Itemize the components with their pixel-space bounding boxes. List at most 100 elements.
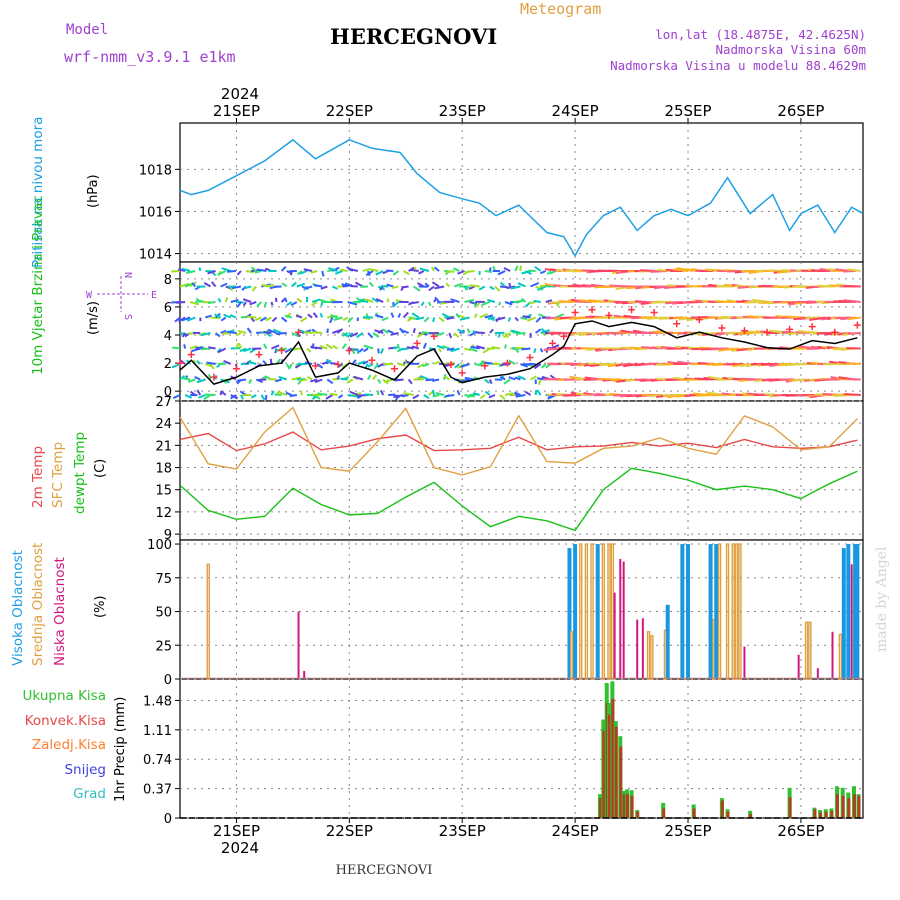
wind-arrow bbox=[372, 374, 378, 381]
wind-arrow bbox=[306, 375, 313, 381]
wind-arrow bbox=[491, 346, 501, 350]
cloud-tick-label: 100 bbox=[147, 538, 172, 553]
wind-arrow bbox=[535, 316, 542, 323]
wind-arrow bbox=[274, 297, 278, 303]
wind-arrow bbox=[365, 270, 374, 276]
bottom-day-label: 25SEP bbox=[664, 822, 711, 840]
cloud-tick-label: 50 bbox=[155, 606, 172, 621]
wind-arrow bbox=[515, 394, 526, 398]
wind-arrow bbox=[362, 268, 371, 272]
wind-arrow bbox=[320, 285, 328, 290]
wind-arrow bbox=[381, 316, 389, 322]
model-altitude-label: Nadmorska Visina u modelu 88.4629m bbox=[610, 58, 866, 73]
wind-arrow bbox=[533, 363, 542, 370]
wind-gust-marker bbox=[588, 306, 596, 314]
precip-conv-bar bbox=[622, 794, 626, 818]
wind-arrow bbox=[312, 312, 318, 319]
model-name: wrf-nmm_v3.9.1 e1km bbox=[64, 48, 236, 66]
wind-arrow bbox=[340, 377, 348, 381]
wind-arrow bbox=[535, 328, 542, 334]
wind-arrow bbox=[371, 297, 379, 303]
model-label: Model bbox=[66, 22, 108, 38]
wind-arrow bbox=[466, 328, 471, 334]
precip-conv-bar bbox=[841, 795, 845, 818]
wind-arrow bbox=[210, 281, 217, 288]
wind-arrow bbox=[307, 313, 313, 319]
wind-arrow bbox=[291, 376, 302, 381]
wind-arrow bbox=[445, 270, 455, 274]
wind-gust-marker bbox=[740, 327, 748, 335]
sfc-temp-line bbox=[179, 406, 858, 476]
cloud-bar-mid bbox=[731, 543, 735, 680]
wind-arrow bbox=[246, 315, 257, 319]
wind-arrow bbox=[536, 389, 542, 396]
wind-arrow bbox=[453, 283, 462, 288]
wind-arrow bbox=[418, 270, 425, 275]
wind-arrow bbox=[454, 363, 461, 369]
wind-gust-marker bbox=[526, 353, 534, 361]
wind-arrow bbox=[347, 394, 358, 398]
wind-arrow bbox=[533, 299, 541, 303]
wind-arrow bbox=[398, 363, 406, 367]
precip-conv-bar bbox=[720, 800, 724, 818]
wind-arrow bbox=[409, 301, 419, 305]
wind-arrow bbox=[236, 270, 242, 276]
wind-arrow bbox=[189, 390, 196, 396]
precip-conv-bar bbox=[830, 810, 834, 818]
wind-arrow bbox=[367, 374, 372, 380]
top-year-label: 2024 bbox=[221, 85, 259, 103]
wind-arrow bbox=[847, 268, 861, 272]
wind-arrow bbox=[317, 392, 328, 396]
wind-arrow bbox=[291, 332, 300, 338]
wind-arrow bbox=[695, 394, 714, 397]
wind-arrow bbox=[401, 285, 409, 289]
wind-arrow bbox=[313, 284, 323, 288]
wind-arrow bbox=[205, 314, 212, 319]
wind-arrow bbox=[254, 270, 262, 274]
cloud-mid-label: Srednja Oblacnost bbox=[30, 543, 46, 666]
wind-gust-marker bbox=[695, 316, 703, 324]
wind-arrow bbox=[198, 267, 202, 272]
wind-arrow bbox=[358, 347, 364, 353]
top-day-label: 21SEP bbox=[213, 102, 260, 120]
wind-gust-marker bbox=[481, 362, 489, 370]
precip-tick-label: 0.37 bbox=[143, 783, 172, 798]
wind-arrow bbox=[329, 317, 334, 324]
wind-arrow bbox=[464, 347, 472, 352]
compass-east: E bbox=[151, 290, 157, 301]
wind-arrow bbox=[278, 391, 288, 396]
precip-ylabel: 1hr Precip (mm) bbox=[113, 697, 128, 802]
bottom-year-label: 2024 bbox=[221, 839, 259, 857]
wind-arrow bbox=[223, 360, 232, 365]
wind-arrow bbox=[411, 345, 420, 350]
wind-arrow bbox=[347, 316, 354, 323]
wind-arrow bbox=[460, 363, 470, 368]
precip-conv-bar bbox=[598, 798, 602, 818]
wind-arrow bbox=[251, 266, 257, 272]
wind-arrow bbox=[522, 315, 531, 319]
wind-arrow bbox=[500, 363, 511, 366]
precip-conv-bar bbox=[788, 797, 792, 818]
wind-tick-label: 2 bbox=[164, 357, 172, 372]
wind-arrow bbox=[442, 312, 450, 319]
wind-arrow bbox=[484, 270, 492, 273]
temp2m-line bbox=[179, 431, 858, 452]
wind-arrow bbox=[321, 270, 325, 277]
wind-arrow bbox=[239, 347, 247, 353]
wind-arrow bbox=[261, 284, 272, 288]
wind-arrow bbox=[245, 270, 255, 274]
wind-arrow bbox=[843, 284, 861, 288]
cloud-bar-high bbox=[595, 544, 600, 679]
wind-arrow bbox=[422, 363, 430, 368]
wind-arrow bbox=[339, 268, 348, 272]
temp-tick-label: 24 bbox=[155, 417, 172, 432]
wind-arrow bbox=[478, 285, 486, 291]
wind-arrow bbox=[503, 332, 511, 339]
cloud-bar-mid bbox=[725, 543, 730, 680]
wind-arrow bbox=[504, 344, 507, 349]
wind-arrow bbox=[434, 285, 445, 290]
precip-conv-bar bbox=[692, 808, 696, 818]
wind-arrow bbox=[373, 363, 379, 370]
wind-arrow bbox=[248, 360, 257, 365]
wind-arrow bbox=[489, 328, 494, 334]
